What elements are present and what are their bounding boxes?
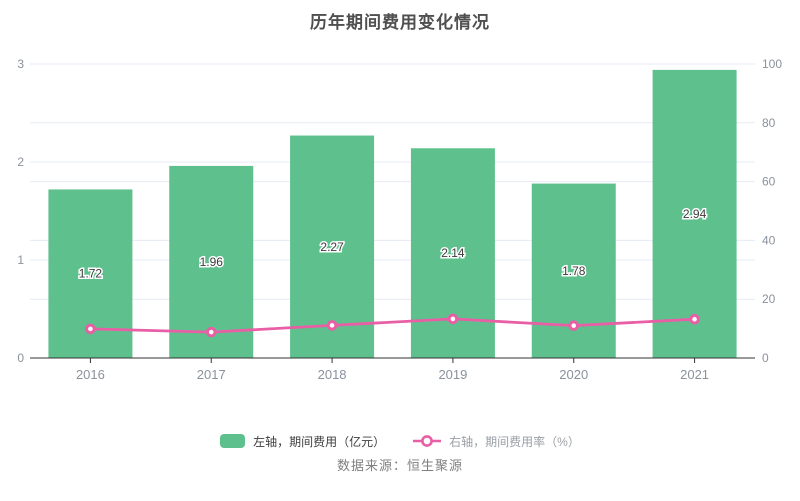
left-axis-label-0: 0 — [17, 351, 24, 365]
bar-value-label-2017: 1.96 — [200, 255, 224, 269]
line-point-2017[interactable] — [205, 326, 217, 338]
bar-value-label-2021: 2.94 — [683, 207, 707, 221]
bar-value-label-2018: 2.27 — [320, 240, 344, 254]
x-axis-label-2016: 2016 — [76, 367, 105, 382]
left-axis-label-3: 3 — [17, 57, 24, 71]
line-point-2021[interactable] — [689, 313, 700, 325]
bar-value-label-2016: 1.72 — [79, 267, 103, 281]
line-point-2016[interactable] — [85, 323, 96, 335]
right-axis-label-100: 100 — [762, 57, 782, 71]
x-axis-label-2017: 2017 — [197, 367, 226, 382]
right-axis-label-0: 0 — [762, 351, 769, 365]
right-axis-label-60: 60 — [762, 175, 776, 189]
x-axis-label-2021: 2021 — [680, 367, 709, 382]
rate-line — [89, 317, 696, 334]
line-point-2020[interactable] — [568, 320, 580, 331]
bar-series-legend-label: 左轴，期间费用（亿元） — [253, 434, 386, 449]
right-axis-label-40: 40 — [762, 233, 776, 247]
x-axis-label-2018: 2018 — [318, 367, 347, 382]
bar-2021[interactable] — [652, 69, 737, 358]
bar-value-label-2020: 1.78 — [562, 264, 586, 278]
bar-series-swatch-icon — [220, 434, 246, 448]
legend-item-bar-series[interactable]: 左轴，期间费用（亿元） — [220, 433, 385, 450]
left-axis-label-2: 2 — [17, 155, 24, 169]
right-axis-label-80: 80 — [762, 116, 776, 130]
x-axis-label-2019: 2019 — [438, 367, 467, 382]
bar-2017[interactable] — [169, 165, 254, 358]
chart-title: 历年期间费用变化情况 — [310, 13, 490, 32]
bar-value-label-2019: 2.14 — [441, 246, 465, 260]
legend: 左轴，期间费用（亿元） 右轴，期间费用率（%） — [0, 431, 800, 451]
left-axis-label-1: 1 — [17, 253, 24, 267]
legend-item-line-series[interactable]: 右轴，期间费用率（%） — [413, 433, 580, 450]
line-series-marker-icon — [413, 435, 442, 447]
data-source: 数据来源：恒生聚源 — [336, 458, 463, 473]
line-point-2019[interactable] — [447, 313, 459, 325]
x-axis-label-2020: 2020 — [559, 367, 588, 382]
line-series-legend-label: 右轴，期间费用率（%） — [449, 434, 580, 449]
right-axis-label-20: 20 — [762, 292, 776, 306]
line-point-2018[interactable] — [326, 320, 338, 331]
